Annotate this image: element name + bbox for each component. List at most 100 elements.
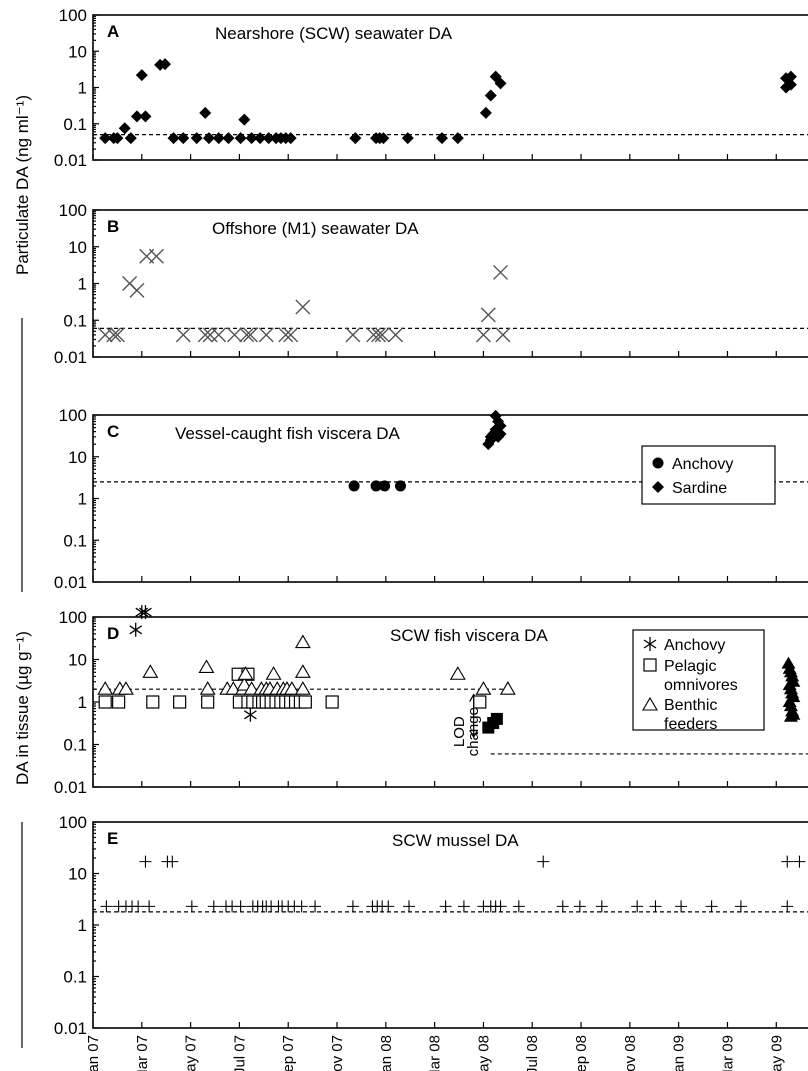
- point-diamond: [494, 77, 507, 90]
- point-asterisk: [643, 637, 657, 651]
- y-tick-label: 0.01: [54, 573, 87, 592]
- legend-c: Anchovy Sardine: [641, 445, 776, 505]
- point-square: [201, 695, 215, 709]
- x-tick-label: Mar 08: [427, 1035, 444, 1071]
- series-circle: [348, 480, 406, 492]
- point-diamond: [349, 132, 362, 145]
- x-tick-label: May 09: [768, 1035, 785, 1071]
- point-cross: [148, 248, 164, 264]
- panel-letter: D: [107, 624, 119, 643]
- panel-letter: A: [107, 22, 119, 41]
- point-cross: [371, 327, 387, 343]
- y-tick-label: 0.01: [54, 1019, 87, 1038]
- point-filled-triangle: [783, 699, 798, 712]
- point-plus: [132, 900, 145, 913]
- point-plus: [793, 855, 806, 868]
- x-tick-label: Nov 07: [329, 1035, 346, 1071]
- point-square: [173, 695, 187, 709]
- point-diamond: [190, 132, 203, 145]
- point-diamond: [484, 89, 497, 102]
- point-filled-square: [490, 712, 503, 725]
- series-square: [98, 667, 487, 709]
- point-cross: [480, 307, 496, 323]
- point-cross: [388, 327, 404, 343]
- panel-E: 0.01 0.1 1 10 100 E SCW mussel DA: [54, 813, 808, 1038]
- point-plus: [309, 900, 322, 913]
- x-axis: Jan 07 Mar 07 May 07 Jul 07 Sep 07 Nov 07 Jan …: [85, 1035, 785, 1071]
- point-diamond: [245, 132, 258, 145]
- point-plus: [781, 855, 794, 868]
- point-diamond: [479, 106, 492, 119]
- point-circle: [370, 480, 382, 492]
- point-triangle: [449, 666, 466, 680]
- point-triangle: [117, 681, 134, 695]
- point-plus: [207, 900, 220, 913]
- point-triangle: [237, 666, 254, 680]
- point-plus: [595, 900, 608, 913]
- point-triangle: [225, 681, 242, 695]
- point-cross: [227, 327, 243, 343]
- point-plus: [649, 900, 662, 913]
- point-diamond: [652, 481, 664, 493]
- y-tick-label: 10: [68, 651, 87, 670]
- panel-letter: E: [107, 829, 118, 848]
- point-diamond: [199, 106, 212, 119]
- point-plus: [734, 900, 747, 913]
- legend-label: Sardine: [672, 480, 727, 497]
- point-diamond: [139, 110, 152, 123]
- panel-C: 0.01 0.1 1 10 100 C Vessel-caught fish viscera…: [54, 406, 808, 592]
- point-filled-triangle: [785, 669, 800, 682]
- series-filled-square: [482, 712, 503, 734]
- y-tick-label: 10: [68, 42, 87, 61]
- x-tick-label: Jan 07: [85, 1035, 102, 1071]
- point-diamond: [401, 132, 414, 145]
- point-plus: [100, 900, 113, 913]
- series-diamond: [99, 58, 797, 145]
- y-axis-label-bottom: DA in tissue (µg g⁻¹): [13, 631, 32, 785]
- point-plus: [143, 900, 156, 913]
- point-diamond: [377, 132, 390, 145]
- point-plus: [439, 900, 452, 913]
- legend-label: feeders: [664, 716, 717, 733]
- point-diamond: [111, 132, 124, 145]
- point-diamond: [784, 78, 797, 91]
- point-triangle: [294, 681, 311, 695]
- point-triangle: [294, 634, 311, 649]
- y-tick-label: 1: [78, 490, 87, 509]
- point-diamond: [284, 132, 297, 145]
- y-tick-label: 0.01: [54, 348, 87, 367]
- y-tick-label: 0.01: [54, 778, 87, 797]
- point-cross: [495, 327, 511, 343]
- point-triangle: [243, 681, 260, 695]
- panel-B: 0.01 0.1 1 10 100 B Offshore (M1) seawater DA: [54, 201, 808, 367]
- point-diamond: [158, 58, 171, 71]
- point-cross: [211, 327, 227, 343]
- point-diamond: [202, 132, 215, 145]
- y-tick-label: 100: [59, 608, 87, 627]
- point-cross: [283, 327, 299, 343]
- point-cross: [345, 327, 361, 343]
- x-tick-label: Jan 09: [671, 1035, 688, 1071]
- series-plus: [100, 855, 806, 913]
- panel-letter: C: [107, 422, 119, 441]
- point-diamond: [451, 132, 464, 145]
- legend-d: Anchovy Pelagic omnivores Benthic feeders: [632, 629, 765, 733]
- point-cross: [295, 299, 311, 315]
- panel-A: 0.01 0.1 1 10 100 A Nearshore (SCW) seawater D…: [54, 6, 808, 170]
- point-diamond: [494, 428, 507, 441]
- point-cross: [475, 327, 491, 343]
- point-plus: [295, 900, 308, 913]
- point-plus: [403, 900, 416, 913]
- series-filled-triangle: [781, 656, 801, 722]
- y-tick-label: 1: [78, 275, 87, 294]
- point-diamond: [492, 415, 505, 428]
- legend-label: Pelagic: [664, 658, 716, 675]
- point-square: [643, 658, 657, 672]
- y-tick-label: 0.01: [54, 151, 87, 170]
- series-triangle: [97, 634, 516, 695]
- point-plus: [556, 900, 569, 913]
- point-triangle: [499, 681, 516, 695]
- y-tick-label: 10: [68, 865, 87, 884]
- point-filled-triangle: [781, 656, 796, 669]
